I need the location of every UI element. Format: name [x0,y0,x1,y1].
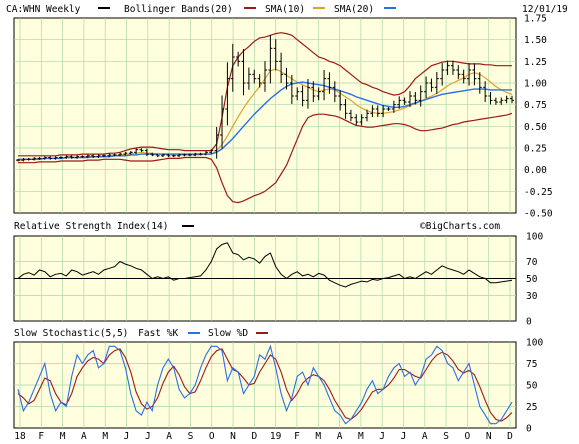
x-tick-label: O [465,431,471,442]
x-tick-label: N [230,431,236,442]
rsi-legend-swatch [182,225,194,227]
x-tick-label: N [486,431,492,442]
legend-bollinger-label: Bollinger Bands(20) [124,4,233,15]
y-tick-label: 0 [526,317,532,328]
price-legend-swatch [98,7,110,9]
slowd-legend-label: Slow %D [208,328,248,339]
rsi-line [17,242,513,288]
x-tick-label: M [102,431,108,442]
rsi-panel: 100 70 50 30 0 [13,232,543,328]
stochastic-panel: 100 75 50 25 0 [13,338,543,435]
rsi-title: Relative Strength Index(14) [14,221,168,232]
x-tick-label: J [124,431,130,442]
y-tick-label: 30 [526,291,538,302]
y-tick-label: 0.00 [524,165,547,176]
y-tick-label: 0.50 [524,122,547,133]
y-tick-label: 1.50 [524,35,547,46]
x-tick-label: J [379,431,385,442]
bollinger-upper-line [18,32,512,157]
x-tick-label: S [443,431,449,442]
y-tick-label: 70 [526,257,538,268]
legend-sma10-label: SMA(10) [265,4,305,15]
symbol-label: CA:WHN Weekly [6,4,81,15]
y-tick-label: -0.50 [524,209,553,220]
x-tick-label: M [60,431,66,442]
x-tick-label: F [38,431,44,442]
y-tick-label: 50 [526,381,538,392]
price-panel: 1.75 1.50 1.25 1.00 0.75 0.50 0.25 0.00 -0.25 -0.… [13,14,553,220]
x-tick-label: O [209,431,215,442]
y-tick-label: 50 [526,274,538,285]
stochastic-title: Slow Stochastic(5,5) Fast %K [14,328,178,339]
y-tick-label: 75 [526,359,537,370]
x-tick-label: D [507,431,513,442]
fastk-line [17,344,513,425]
x-tick-label: M [358,431,364,442]
y-tick-label: 0 [526,424,532,435]
x-tick-label: A [81,431,87,442]
x-tick-label: S [188,431,194,442]
x-tick-label: F [294,431,300,442]
y-tick-label: 1.75 [524,14,547,25]
x-tick-label: D [251,431,257,442]
legend-sma20-swatch [384,7,396,9]
y-tick-label: 0.75 [524,100,547,111]
y-tick-label: 1.00 [524,79,547,90]
y-tick-label: 100 [526,338,543,349]
sma20-line [18,81,512,160]
plot-area [13,17,517,214]
x-tick-label: M [315,431,321,442]
slowd-line [17,348,513,422]
y-tick-label: 25 [526,402,537,413]
fastk-legend-swatch [188,332,200,334]
y-tick-label: 0.25 [524,144,547,155]
slowd-legend-swatch [256,332,268,334]
x-tick-label: J [401,431,407,442]
x-tick-label: 19 [270,431,282,442]
x-tick-label: A [337,431,343,442]
y-tick-label: 1.25 [524,57,547,68]
x-tick-label: A [166,431,172,442]
x-axis: 18 F M A M J J A S O N D 19 F M A M J J A S O N D [14,431,513,442]
stochastic-title-text: Slow Stochastic(5,5) [14,328,128,339]
date-label: 12/01/19 [522,4,568,15]
y-tick-label: -0.25 [524,187,553,198]
x-tick-label: 18 [14,431,26,442]
price-panel-header: CA:WHN Weekly Bollinger Bands(20) SMA(10… [6,4,568,15]
fastk-legend-label: Fast %K [138,328,178,339]
x-tick-label: A [422,431,428,442]
legend-bollinger-swatch [244,7,256,9]
legend-sma10-swatch [313,7,325,9]
rsi-panel-header: Relative Strength Index(14) ©BigCharts.c… [14,221,500,232]
x-tick-label: J [145,431,151,442]
bollinger-lower-line [18,112,513,204]
y-tick-label: 100 [526,232,543,243]
stochastic-panel-header: Slow Stochastic(5,5) Fast %K Slow %D [14,328,268,339]
legend-sma20-label: SMA(20) [334,4,374,15]
watermark: ©BigCharts.com [420,221,500,232]
